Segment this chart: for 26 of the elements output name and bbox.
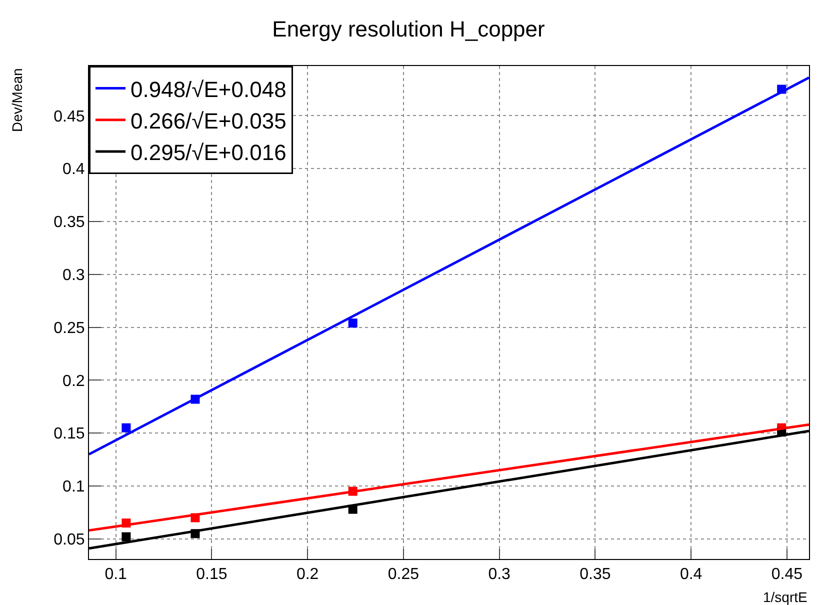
- x-tick-label: 0.25: [388, 566, 420, 584]
- y-tick-label: 0.4: [62, 161, 85, 178]
- chart-title: Energy resolution H_copper: [272, 16, 545, 42]
- point: [348, 318, 358, 328]
- y-axis-title: Dev/Mean: [9, 68, 25, 132]
- x-tick-label: 0.2: [296, 566, 319, 584]
- x-tick-label: 0.1: [104, 566, 128, 584]
- y-tick-label: 0.35: [54, 214, 85, 232]
- y-tick-label: 0.25: [54, 320, 85, 337]
- y-tick-label: 0.15: [54, 426, 85, 443]
- x-tick-label: 0.45: [771, 566, 803, 584]
- x-tick-label: 0.4: [680, 566, 702, 584]
- legend-label: 0.266/√E+0.035: [130, 108, 286, 134]
- x-tick-label: 0.35: [580, 566, 611, 584]
- y-tick-label: 0.1: [62, 478, 85, 496]
- y-tick-label: 0.05: [54, 532, 85, 548]
- y-tick-label: 0.2: [62, 372, 85, 390]
- x-tick-label: 0.3: [488, 566, 511, 584]
- legend-label: 0.295/√E+0.016: [130, 140, 286, 166]
- x-tick-label: 0.15: [196, 566, 228, 584]
- x-axis-title: 1/sqrtE: [763, 589, 808, 605]
- y-tick-label: 0.3: [62, 267, 85, 284]
- legend-label: 0.948/√E+0.048: [130, 76, 286, 102]
- point: [122, 423, 131, 432]
- y-tick-label: 0.45: [54, 108, 85, 126]
- point: [122, 532, 131, 542]
